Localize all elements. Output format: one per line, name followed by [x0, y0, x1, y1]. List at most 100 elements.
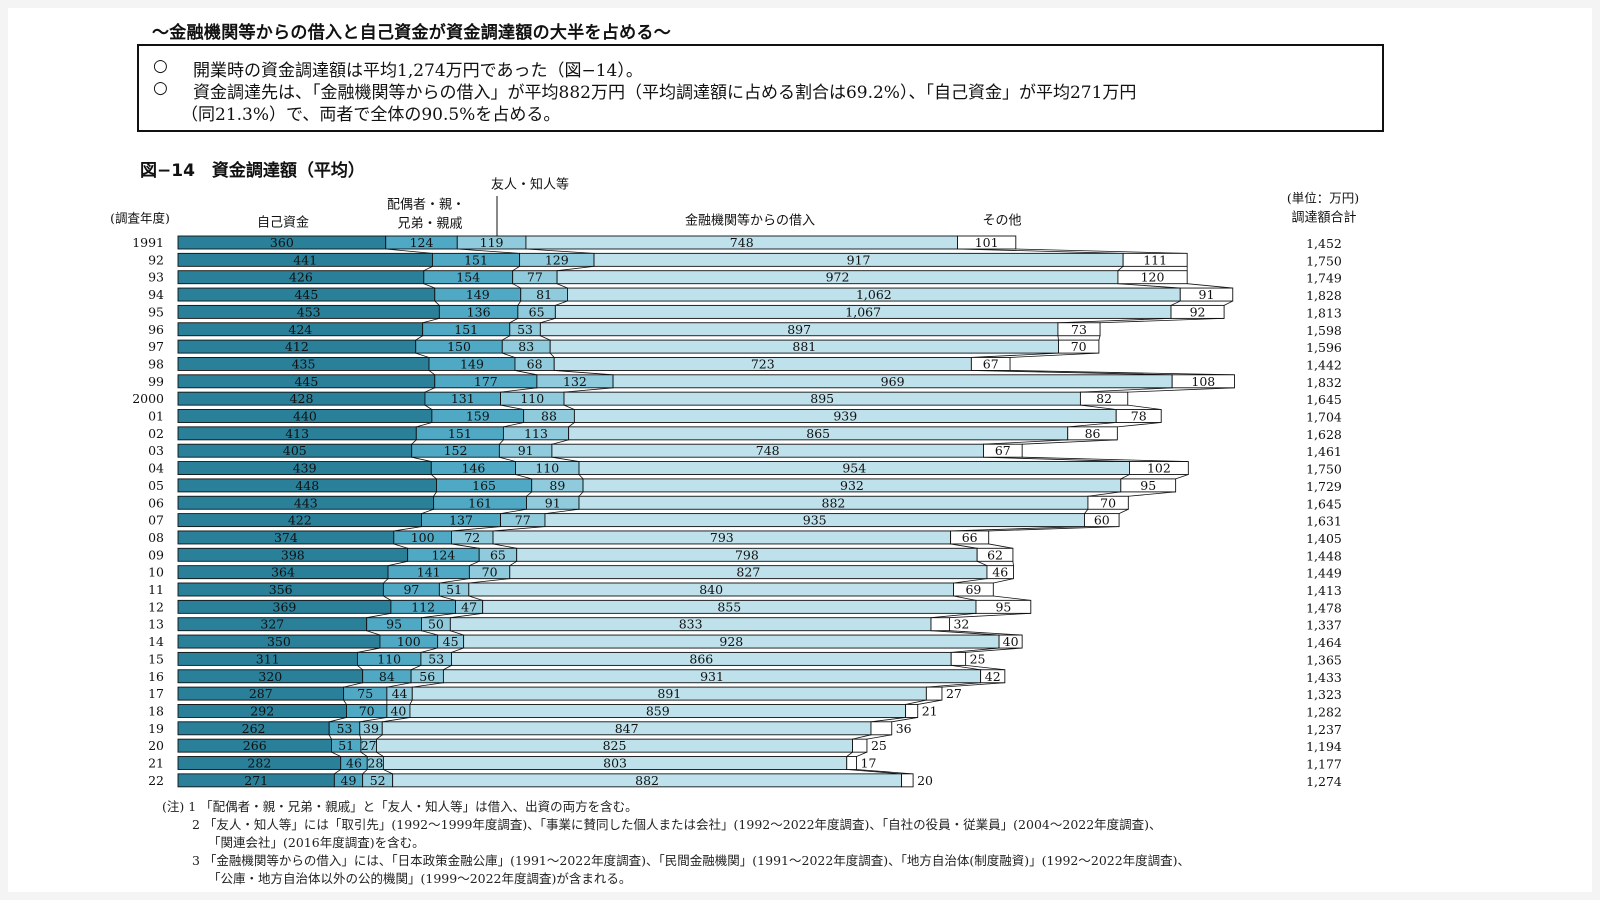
data-label: 287 — [249, 686, 273, 701]
data-label: 77 — [527, 270, 543, 285]
total-label: 1,323 — [1306, 687, 1342, 702]
connector-line — [993, 578, 1014, 584]
data-label: 882 — [822, 495, 846, 510]
connector-line — [357, 665, 363, 671]
connector-line — [555, 300, 568, 306]
bar-segment — [983, 443, 1023, 458]
year-tick-label: 09 — [148, 547, 164, 562]
connector-line — [334, 769, 341, 775]
data-label: 111 — [1143, 252, 1167, 267]
connector-line — [930, 630, 1000, 636]
data-label: 39 — [363, 721, 379, 736]
year-tick-label: 99 — [148, 374, 164, 389]
connector-line — [434, 300, 440, 306]
bar-segment — [846, 756, 858, 770]
data-label: 100 — [397, 634, 421, 649]
data-label: 72 — [464, 530, 480, 545]
bar-segment — [976, 547, 1014, 562]
connector-line — [551, 456, 580, 462]
connector-line — [549, 352, 555, 358]
connector-line — [357, 647, 381, 653]
connector-line — [926, 682, 981, 688]
data-label: 439 — [293, 461, 317, 476]
connector-line — [386, 682, 412, 688]
connector-line — [971, 352, 1059, 358]
data-label: 177 — [474, 374, 498, 389]
connector-line — [415, 335, 423, 341]
bar-segment — [998, 634, 1023, 649]
year-tick-label: 1991 — [132, 235, 164, 250]
data-label: 798 — [735, 547, 759, 562]
connector-line — [953, 578, 988, 584]
bar-segment — [1120, 478, 1177, 493]
data-label: 151 — [454, 322, 478, 337]
data-label: 424 — [288, 322, 312, 337]
data-label: 86 — [1085, 426, 1101, 441]
year-tick-label: 01 — [148, 409, 164, 424]
connector-line — [514, 370, 537, 376]
connector-line — [1223, 300, 1233, 306]
note-3: 3 「金融機関等からの借入」には、「日本政策金融公庫」(1991〜2022年度調… — [192, 853, 1191, 868]
connector-line — [439, 578, 470, 584]
data-label: 266 — [243, 738, 267, 753]
connector-line — [411, 456, 432, 462]
connector-line — [917, 699, 943, 705]
connector-line — [329, 717, 347, 723]
data-label: 20 — [917, 773, 933, 788]
connector-line — [439, 595, 456, 601]
connector-line — [500, 508, 527, 514]
connector-line — [509, 318, 519, 324]
connector-line — [411, 439, 417, 445]
connector-line — [517, 300, 522, 306]
data-label: 36 — [896, 721, 912, 736]
data-label: 151 — [464, 252, 488, 267]
connector-line — [499, 439, 504, 445]
data-label: 441 — [293, 252, 317, 267]
data-label: 75 — [357, 686, 373, 701]
data-label: 855 — [717, 599, 741, 614]
note-3-cont: 「公庫・地方自治体以外の公的機関」(1999〜2022年度調査)が含まれる。 — [208, 871, 632, 886]
connector-line — [1117, 283, 1181, 289]
data-label: 311 — [256, 651, 280, 666]
connector-line — [846, 769, 902, 775]
connector-line — [376, 751, 384, 757]
year-tick-label: 18 — [148, 703, 164, 718]
connector-line — [1084, 509, 1089, 514]
connector-line — [983, 439, 1068, 445]
summary-line-2: 資金調達先は、「金融機関等からの借入」が平均882万円（平均調達額に占める割合は… — [193, 83, 1137, 103]
data-label: 1,067 — [845, 304, 881, 319]
connector-line — [383, 595, 392, 601]
data-label: 70 — [1071, 339, 1087, 354]
connector-line — [468, 578, 510, 584]
legend-self-funds: 自己資金 — [257, 215, 309, 231]
data-label: 931 — [700, 669, 724, 684]
data-label: 49 — [341, 773, 357, 788]
total-label: 1,337 — [1306, 618, 1342, 633]
data-label: 136 — [467, 304, 491, 319]
data-label: 292 — [250, 703, 274, 718]
data-label: 364 — [271, 565, 295, 580]
data-label: 932 — [840, 478, 864, 493]
data-label: 972 — [826, 270, 850, 285]
year-tick-label: 17 — [148, 686, 164, 701]
connector-line — [331, 751, 341, 757]
connector-line — [409, 699, 413, 705]
data-label: 443 — [294, 495, 318, 510]
connector-line — [856, 751, 868, 757]
connector-line — [1175, 474, 1189, 480]
data-label: 833 — [679, 617, 703, 632]
connector-line — [343, 682, 363, 688]
bar-segment — [950, 651, 967, 666]
legend-other: その他 — [982, 214, 1021, 229]
connector-line — [988, 543, 1013, 549]
data-label: 70 — [482, 565, 498, 580]
connector-line — [988, 526, 1120, 532]
connector-line — [493, 526, 546, 532]
bar-segment — [975, 599, 1032, 614]
connector-line — [965, 665, 1005, 671]
bar-segment — [1058, 339, 1100, 354]
data-label: 723 — [751, 356, 775, 371]
data-label: 73 — [1071, 322, 1087, 337]
data-label: 398 — [281, 547, 305, 562]
